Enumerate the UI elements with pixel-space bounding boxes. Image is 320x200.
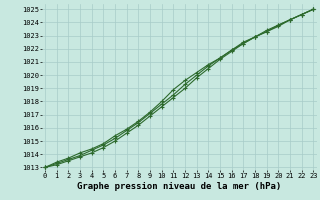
X-axis label: Graphe pression niveau de la mer (hPa): Graphe pression niveau de la mer (hPa) [77,182,281,191]
